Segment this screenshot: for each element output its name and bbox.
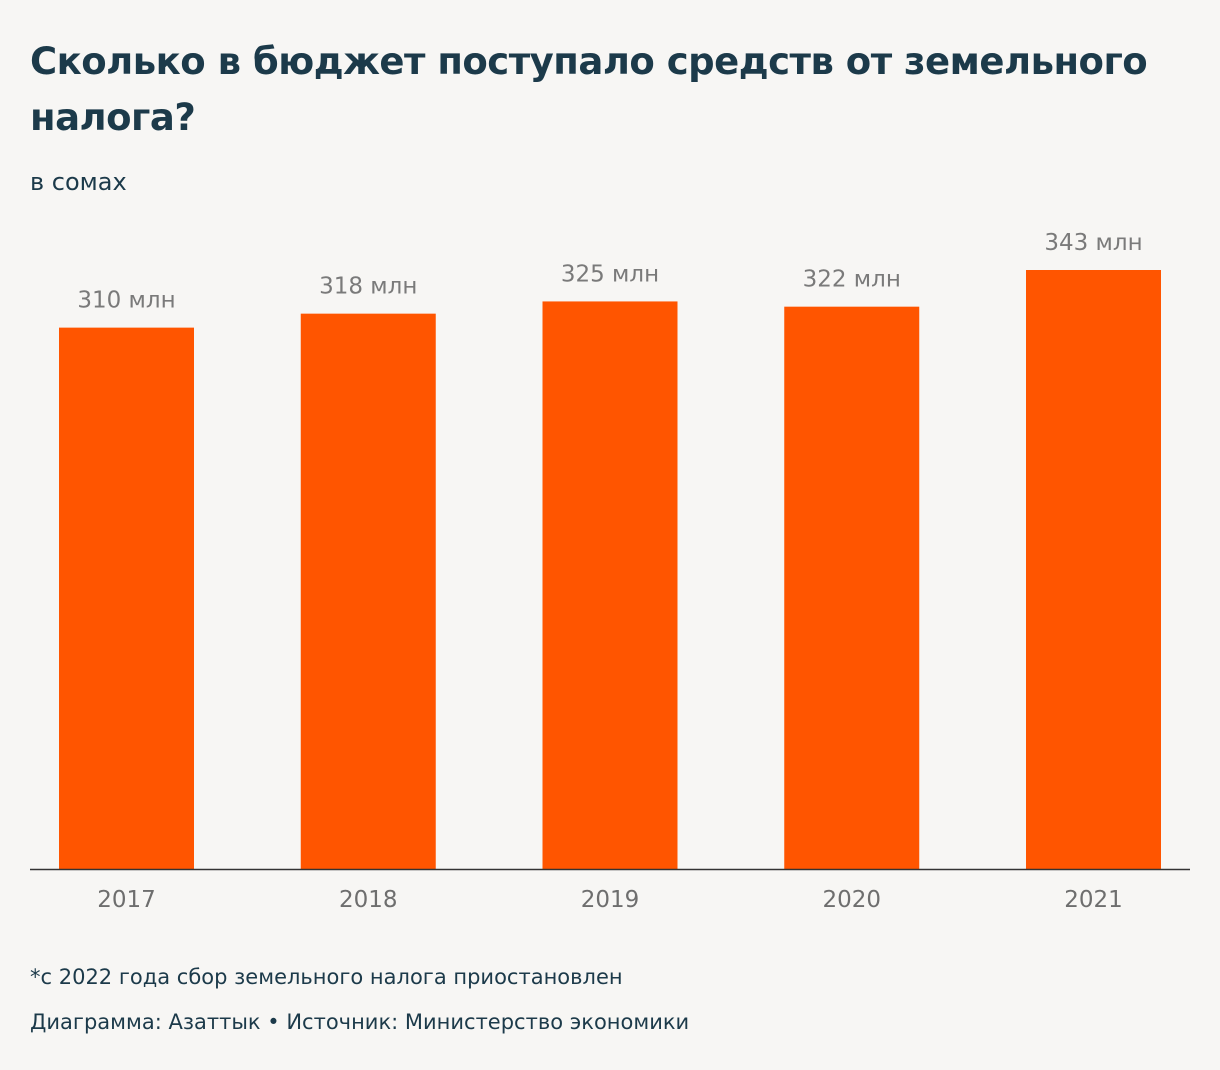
bar-2019: [542, 301, 678, 869]
bar-value-label: 310 млн: [77, 288, 175, 314]
bar-value-label: 318 млн: [319, 274, 417, 300]
bar-2017: [59, 327, 194, 869]
bar-value-label: 322 млн: [803, 267, 901, 293]
x-tick-label: 2020: [822, 887, 881, 913]
bar-2020: [784, 306, 920, 869]
bar-chart: 310 млн 2017 318 млн 2018 325 млн 2019 322 млн…: [30, 230, 1190, 913]
bar-2021: [1026, 270, 1161, 869]
bar-value-label: 325 млн: [561, 261, 659, 287]
chart-title: Сколько в бюджет поступало средств от зе…: [30, 40, 1148, 139]
footnote: *с 2022 года сбор земельного налога прио…: [30, 965, 623, 989]
x-tick-label: 2017: [97, 887, 156, 913]
x-tick-label: 2019: [581, 887, 640, 913]
bar-value-label: 343 млн: [1044, 230, 1142, 256]
chart-subtitle: в сомах: [30, 168, 127, 196]
source-credit: Диаграмма: Азаттык • Источник: Министерс…: [30, 1010, 690, 1034]
bar-2018: [300, 313, 436, 869]
x-tick-label: 2018: [339, 887, 398, 913]
x-tick-label: 2021: [1064, 887, 1123, 913]
